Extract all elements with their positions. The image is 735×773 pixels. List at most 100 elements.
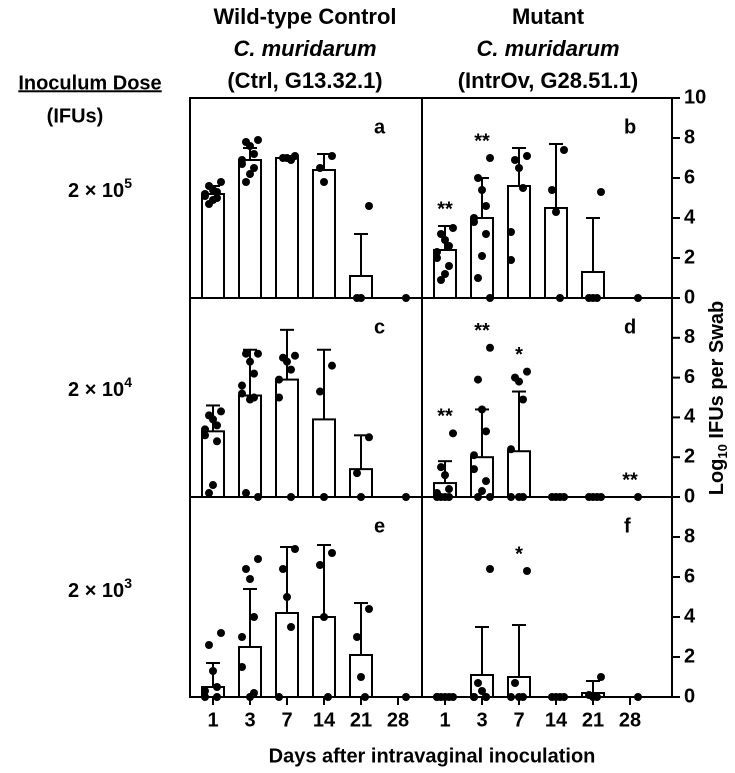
row-header: Inoculum Dose	[18, 72, 161, 94]
x-tick-label: 1	[439, 709, 450, 731]
bar	[507, 450, 531, 499]
x-tick-label: 3	[476, 709, 487, 731]
data-point	[287, 365, 295, 374]
data-point	[474, 274, 482, 282]
data-point	[328, 361, 336, 370]
data-point	[597, 188, 605, 196]
data-point	[242, 489, 250, 498]
y-tick-label: 0	[684, 485, 695, 507]
data-point	[486, 565, 494, 573]
data-point	[449, 429, 457, 438]
row-label: 2 × 105	[68, 175, 132, 203]
data-point	[482, 230, 490, 238]
y-tick-label: 0	[684, 286, 695, 308]
data-point	[478, 405, 486, 414]
y-tick-label: 4	[684, 206, 696, 228]
column-header: C. muridarum	[476, 36, 619, 61]
data-point	[316, 164, 324, 172]
data-point	[205, 200, 213, 208]
data-point	[283, 593, 291, 601]
y-tick-label: 6	[684, 366, 695, 388]
data-point	[250, 164, 258, 172]
data-point	[560, 146, 568, 154]
panel-label: d	[624, 316, 636, 338]
column-header: (Ctrl, G13.32.1)	[227, 68, 382, 93]
row-label-base: 2 × 10	[68, 580, 124, 602]
data-point	[320, 178, 328, 186]
panel-label: c	[374, 316, 385, 338]
data-point	[238, 633, 246, 641]
data-point	[209, 415, 217, 424]
panel-label: b	[624, 116, 636, 138]
data-point	[246, 357, 254, 366]
panel-frame	[421, 496, 673, 698]
data-point	[213, 693, 221, 701]
data-point	[361, 693, 369, 701]
data-point	[246, 693, 254, 701]
x-tick-label: 14	[313, 709, 336, 731]
data-point	[511, 156, 519, 164]
data-point	[201, 192, 209, 200]
data-point	[474, 679, 482, 687]
column-header: (IntrOv, G28.51.1)	[458, 68, 639, 93]
data-point	[246, 142, 254, 150]
data-point	[357, 673, 365, 681]
data-point	[519, 693, 527, 701]
data-point	[470, 465, 478, 474]
row-label-exponent: 3	[124, 575, 132, 591]
data-point	[254, 555, 262, 563]
bar	[238, 646, 262, 698]
x-tick-label: 3	[244, 709, 255, 731]
y-label-part: Log	[706, 459, 728, 496]
bar	[201, 193, 225, 299]
data-point	[213, 188, 221, 196]
data-point	[254, 349, 262, 358]
data-point	[201, 687, 209, 695]
data-point	[353, 469, 361, 478]
data-point	[201, 425, 209, 434]
x-tick-label: 14	[545, 709, 568, 731]
y-tick-label: 8	[684, 326, 695, 348]
y-tick-label: 2	[684, 645, 695, 667]
data-point	[519, 395, 527, 404]
data-point	[250, 150, 258, 158]
panel-label: a	[374, 116, 386, 138]
significance: *	[515, 344, 523, 366]
panel-label: f	[624, 515, 631, 537]
data-point	[482, 427, 490, 436]
data-point	[437, 276, 445, 284]
y-label-part: IFUs per Swab	[706, 301, 728, 444]
data-point	[433, 254, 441, 262]
significance: *	[515, 543, 523, 565]
y-label-sub: 10	[715, 444, 730, 458]
data-point	[507, 256, 515, 264]
x-tick-label: 21	[582, 709, 604, 731]
x-tick-label: 21	[350, 709, 372, 731]
data-point	[548, 186, 556, 194]
data-point	[217, 629, 225, 637]
x-tick-label: 7	[281, 709, 292, 731]
bar	[312, 616, 336, 698]
panel-frame	[189, 496, 423, 698]
bar	[312, 169, 336, 299]
significance: **	[437, 198, 453, 220]
data-point	[593, 693, 601, 701]
data-point	[486, 154, 494, 162]
data-point	[482, 693, 490, 701]
data-point	[515, 164, 523, 172]
data-point	[445, 262, 453, 270]
row-label-base: 2 × 10	[68, 379, 124, 401]
data-point	[242, 565, 250, 573]
data-point	[478, 186, 486, 194]
data-point	[287, 623, 295, 631]
row-label-exponent: 4	[124, 374, 132, 390]
data-point	[470, 451, 478, 460]
y-tick-label: 4	[684, 605, 696, 627]
data-point	[287, 156, 295, 164]
data-point	[316, 387, 324, 396]
data-point	[242, 178, 250, 186]
column-header: C. muridarum	[233, 36, 376, 61]
data-point	[470, 693, 478, 701]
bar	[238, 394, 262, 499]
y-axis-label: Log10 IFUs per Swab	[706, 301, 730, 496]
